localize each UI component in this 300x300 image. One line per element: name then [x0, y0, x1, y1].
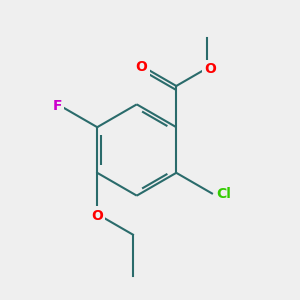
Text: O: O	[136, 60, 148, 74]
Text: O: O	[204, 62, 216, 76]
Text: F: F	[53, 99, 62, 113]
Text: O: O	[91, 208, 103, 223]
Text: Cl: Cl	[216, 187, 231, 201]
